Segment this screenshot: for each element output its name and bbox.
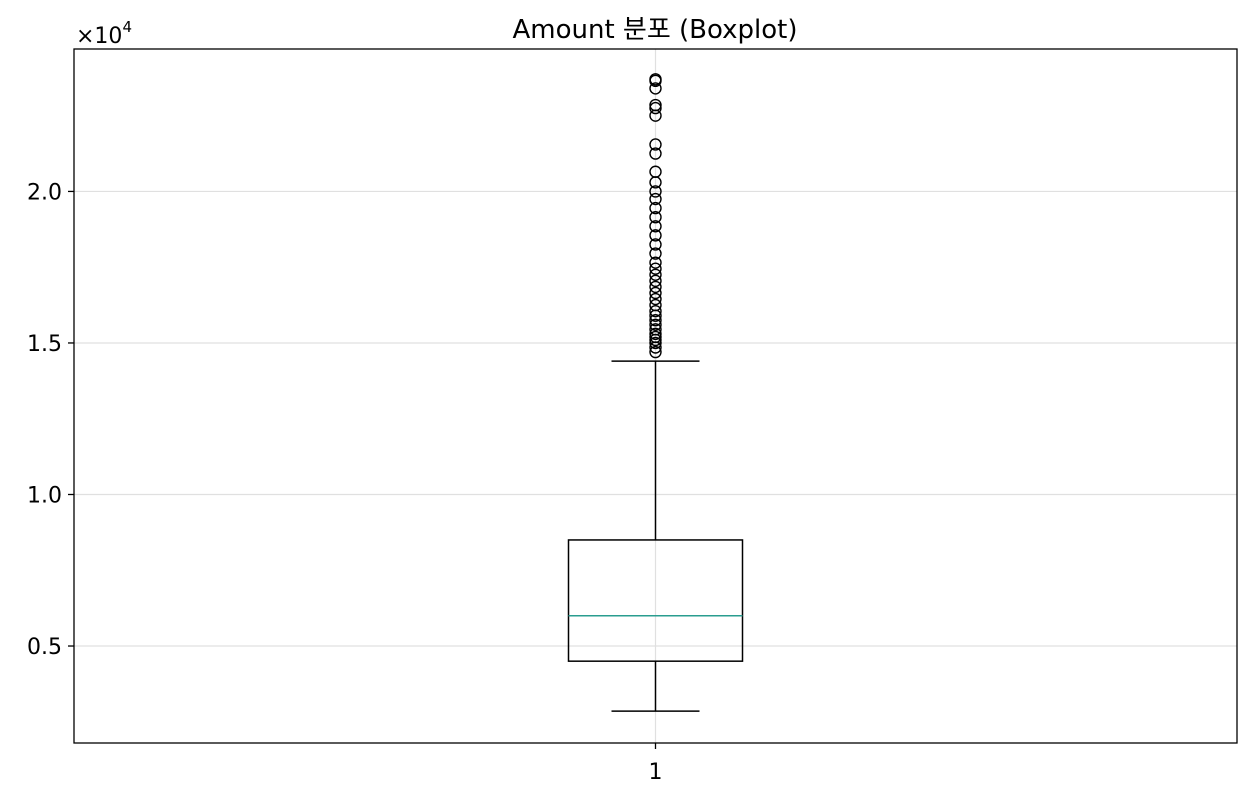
outlier-point xyxy=(649,280,662,294)
outlier-point xyxy=(649,210,662,224)
y-tick-label: 1.0 xyxy=(27,483,62,508)
axes: 0.5 1.0 1.5 2.0 1 xyxy=(27,180,663,785)
outlier-point xyxy=(649,98,662,112)
outlier-point xyxy=(649,314,662,327)
outlier-point xyxy=(649,262,662,275)
outliers xyxy=(649,73,662,359)
boxplot xyxy=(567,360,744,712)
outlier-point xyxy=(649,138,662,151)
y-tick-label: 2.0 xyxy=(27,180,62,205)
outlier-point xyxy=(649,274,662,288)
outlier-point xyxy=(649,318,662,331)
outlier-point xyxy=(649,73,662,86)
outlier-point xyxy=(649,256,662,269)
outlier-point xyxy=(649,268,662,281)
outlier-point xyxy=(649,147,662,160)
y-tick-label: 1.5 xyxy=(27,332,62,357)
outlier-point xyxy=(649,286,662,300)
outlier-point xyxy=(649,247,662,260)
chart-title: Amount 분포 (Boxplot) xyxy=(513,15,798,45)
outlier-point xyxy=(649,165,662,178)
outlier-point xyxy=(649,229,662,242)
outlier-point xyxy=(649,185,662,198)
outlier-point xyxy=(649,323,662,336)
outlier-point xyxy=(649,192,662,206)
outlier-point xyxy=(649,336,662,350)
outlier-point xyxy=(649,304,662,318)
outlier-point xyxy=(649,201,662,215)
iqr-box xyxy=(567,539,744,662)
outlier-point xyxy=(649,327,662,341)
outlier-point xyxy=(649,298,662,312)
outlier-point xyxy=(649,220,662,233)
outlier-point xyxy=(649,82,662,95)
outlier-point xyxy=(649,330,662,344)
outlier-point xyxy=(649,292,662,306)
y-tick-label: 0.5 xyxy=(27,635,62,660)
outlier-point xyxy=(649,238,662,251)
x-tick-label: 1 xyxy=(649,760,663,785)
outlier-point xyxy=(649,345,662,359)
outlier-point xyxy=(649,101,662,115)
y-offset-label: ×104 xyxy=(76,18,132,49)
